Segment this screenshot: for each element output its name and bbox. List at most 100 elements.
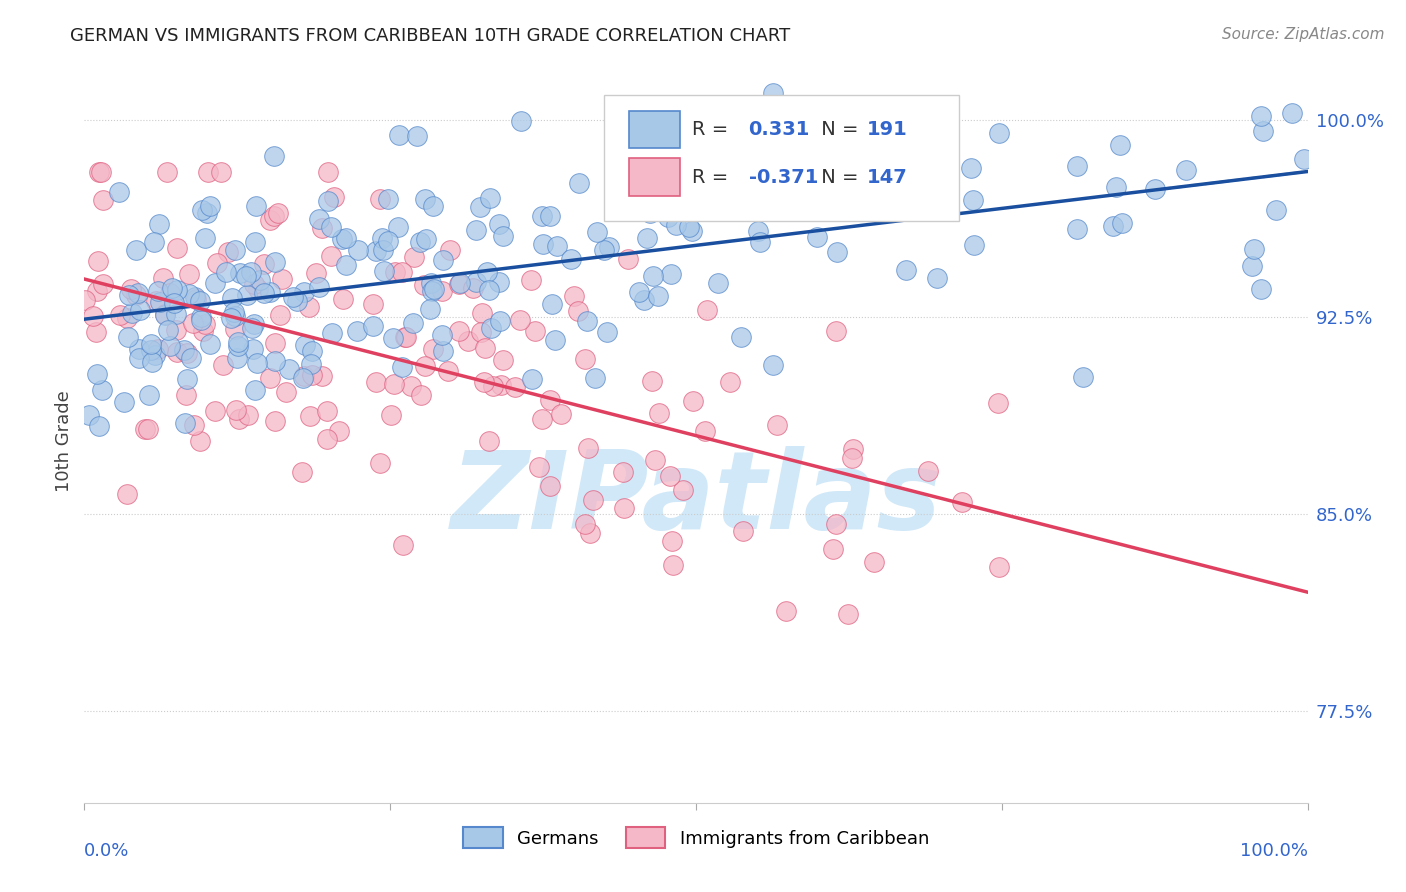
Point bbox=[148, 217, 170, 231]
Point bbox=[533, 236, 555, 251]
Point bbox=[311, 221, 333, 235]
Point bbox=[373, 264, 395, 278]
Point bbox=[449, 277, 471, 292]
Point bbox=[222, 305, 245, 319]
Point bbox=[176, 346, 198, 360]
Point bbox=[263, 414, 285, 428]
Point bbox=[124, 244, 146, 258]
Point bbox=[87, 165, 110, 179]
Point bbox=[228, 411, 250, 425]
Point bbox=[292, 369, 315, 384]
Point bbox=[762, 87, 785, 101]
Point bbox=[194, 317, 217, 331]
Point bbox=[693, 425, 716, 439]
Point bbox=[596, 325, 619, 339]
Point bbox=[520, 273, 543, 287]
Point bbox=[245, 199, 267, 213]
Text: R =: R = bbox=[692, 120, 741, 139]
Point bbox=[117, 486, 139, 500]
Point bbox=[264, 336, 287, 351]
Point bbox=[267, 206, 290, 220]
Point bbox=[110, 308, 132, 322]
Point bbox=[470, 326, 492, 340]
Point bbox=[1102, 219, 1125, 234]
Point bbox=[613, 501, 636, 516]
Point bbox=[707, 276, 730, 290]
Point bbox=[347, 243, 370, 257]
Point bbox=[118, 287, 141, 301]
Point bbox=[678, 220, 700, 235]
Point bbox=[706, 176, 728, 190]
Point bbox=[541, 297, 564, 311]
Point bbox=[492, 353, 515, 368]
Point bbox=[305, 266, 328, 280]
Point bbox=[166, 241, 188, 255]
Point bbox=[382, 331, 405, 345]
Point bbox=[987, 396, 1010, 410]
Point bbox=[841, 451, 863, 466]
Point bbox=[387, 220, 409, 235]
Point bbox=[408, 235, 430, 249]
Point bbox=[156, 323, 179, 337]
Point bbox=[207, 255, 229, 269]
Point bbox=[226, 338, 249, 352]
Point bbox=[963, 237, 986, 252]
Y-axis label: 10th Grade: 10th Grade bbox=[55, 391, 73, 492]
Point bbox=[509, 312, 531, 326]
Point bbox=[641, 374, 664, 388]
Text: GERMAN VS IMMIGRANTS FROM CARIBBEAN 10TH GRADE CORRELATION CHART: GERMAN VS IMMIGRANTS FROM CARIBBEAN 10TH… bbox=[70, 27, 790, 45]
Point bbox=[177, 286, 200, 301]
Point bbox=[612, 465, 634, 479]
Point bbox=[661, 534, 683, 549]
Point bbox=[560, 252, 582, 266]
Point bbox=[432, 328, 454, 343]
Point bbox=[643, 269, 665, 284]
Point bbox=[392, 538, 415, 552]
Point bbox=[419, 276, 441, 290]
Point bbox=[128, 342, 150, 356]
Point bbox=[366, 375, 388, 389]
Point bbox=[432, 344, 454, 359]
Point bbox=[520, 372, 543, 386]
Point bbox=[190, 313, 212, 327]
Point bbox=[190, 310, 212, 324]
Point bbox=[146, 342, 169, 356]
Point bbox=[825, 244, 848, 259]
Text: 191: 191 bbox=[868, 120, 908, 139]
Point bbox=[188, 434, 211, 448]
Point bbox=[1281, 105, 1303, 120]
Point bbox=[479, 320, 502, 334]
Point bbox=[89, 418, 111, 433]
Point bbox=[173, 416, 195, 430]
Point bbox=[665, 218, 688, 232]
Point bbox=[120, 282, 142, 296]
Point bbox=[890, 184, 912, 198]
Point bbox=[465, 276, 488, 290]
Point bbox=[219, 310, 242, 325]
Point bbox=[155, 165, 177, 179]
Point bbox=[488, 217, 510, 231]
Point bbox=[538, 393, 561, 408]
Point bbox=[409, 387, 432, 401]
Text: 0.331: 0.331 bbox=[748, 120, 810, 139]
Point bbox=[672, 483, 695, 498]
Point bbox=[292, 285, 315, 299]
Point bbox=[368, 192, 391, 206]
Point bbox=[204, 276, 226, 290]
Point bbox=[84, 326, 107, 340]
FancyBboxPatch shape bbox=[628, 158, 681, 196]
Point bbox=[1292, 153, 1315, 167]
Point bbox=[253, 286, 276, 301]
Point bbox=[316, 194, 339, 208]
Point bbox=[139, 336, 162, 351]
Point bbox=[413, 192, 436, 206]
Point bbox=[160, 281, 183, 295]
Point bbox=[115, 310, 138, 325]
Point bbox=[478, 283, 501, 297]
Point bbox=[240, 264, 263, 278]
Point bbox=[527, 460, 550, 475]
Point bbox=[1104, 180, 1126, 194]
Point bbox=[412, 277, 434, 292]
Point bbox=[633, 293, 655, 308]
Point bbox=[166, 283, 188, 297]
